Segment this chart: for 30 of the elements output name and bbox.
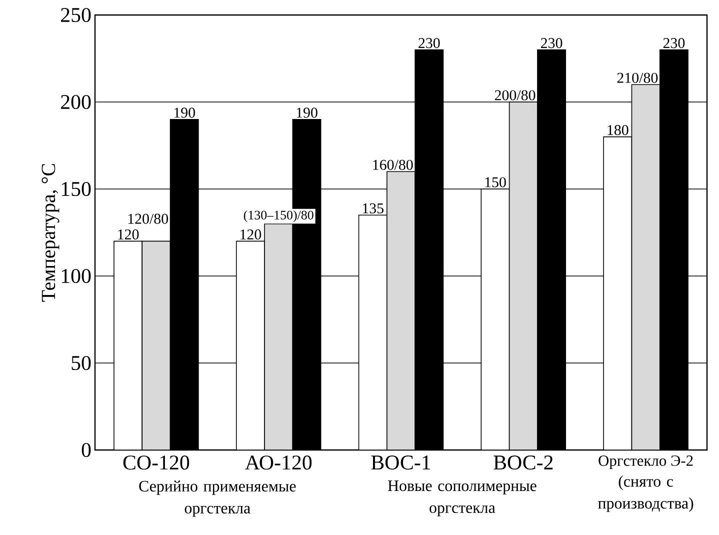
y-tick-label: 200 xyxy=(61,94,91,110)
data-label: 230 xyxy=(663,38,685,48)
y-axis-title: Температура, °C xyxy=(42,164,60,302)
x-tick-label: АО-120 xyxy=(245,456,312,470)
data-label: 210/80 xyxy=(617,72,658,83)
text: Серийно применяемые оргстекла xyxy=(139,480,296,517)
x-tick-label: ВОС-1 xyxy=(371,456,430,470)
data-label: 135 xyxy=(362,203,384,214)
data-label: (130–150)/80 xyxy=(244,210,314,222)
text: Новые сополимерные оргстекла xyxy=(388,480,536,516)
text: (снято с производства) xyxy=(598,476,694,512)
y-tick-label: 50 xyxy=(72,356,91,370)
data-label: 160/80 xyxy=(373,160,413,170)
y-tick-label: 150 xyxy=(62,182,91,196)
y-tick-label: 250 xyxy=(61,8,91,22)
y-tick-label: 100 xyxy=(62,268,91,284)
data-label: 120 xyxy=(118,229,139,240)
x-tick-label: ВОС-2 xyxy=(494,456,553,470)
data-label: 230 xyxy=(418,38,440,48)
y-tick-label: 0 xyxy=(82,442,91,458)
data-label: 180 xyxy=(608,125,628,136)
x-tick-label: СО-120 xyxy=(123,456,190,470)
x-tick-label: Оргстекло Э-2 xyxy=(598,456,693,470)
data-label: 190 xyxy=(296,108,318,118)
data-label: 120/80 xyxy=(128,214,168,224)
data-label: 120 xyxy=(240,229,262,240)
data-label: 230 xyxy=(541,38,562,48)
data-label: 190 xyxy=(174,108,195,118)
data-label: 150 xyxy=(485,177,506,188)
data-label: 200/80 xyxy=(494,90,536,100)
